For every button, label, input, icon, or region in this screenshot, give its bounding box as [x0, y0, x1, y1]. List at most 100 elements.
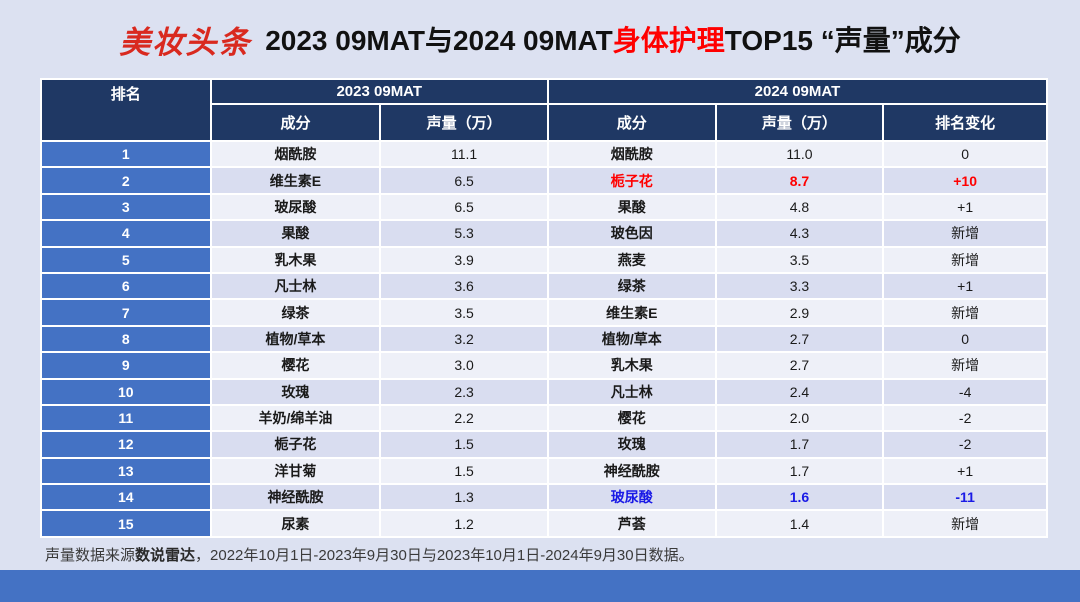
volume-2024-cell: 2.9: [716, 300, 883, 325]
rank-change-cell: +1: [884, 194, 1046, 220]
volume-2024-cell: 2.4: [716, 379, 883, 404]
column-header-volume-2024: 声量（万）: [716, 105, 883, 140]
ingredient-2023-cell: 维生素E: [211, 168, 380, 193]
rank-change-cell: -4: [884, 379, 1046, 404]
rank-change-cell: -11: [884, 485, 1046, 510]
ingredient-2024-cell: 玫瑰: [548, 432, 715, 457]
volume-2023-cell: 3.2: [381, 326, 547, 352]
ingredient-2023-cell: 烟酰胺: [211, 142, 380, 167]
rank-change-cell: 新增: [884, 353, 1046, 378]
ingredient-2024-cell: 樱花: [548, 405, 715, 431]
rank-change-cell: 0: [884, 326, 1046, 352]
rank-cell: 10: [42, 379, 210, 404]
title-segment-red: 身体护理: [612, 25, 725, 56]
rank-change-cell: 新增: [884, 300, 1046, 325]
ingredient-2024-cell: 绿茶: [548, 273, 715, 299]
ingredient-2023-cell: 凡士林: [211, 273, 380, 299]
rank-cell: 13: [42, 458, 210, 484]
ingredient-2023-cell: 尿素: [211, 511, 380, 536]
page-title: 2023 09MAT与2024 09MAT身体护理TOP15 “声量”成分: [265, 19, 961, 59]
volume-2024-cell: 1.7: [716, 458, 883, 484]
ingredient-2024-cell: 植物/草本: [548, 326, 715, 352]
rank-cell: 8: [42, 326, 210, 352]
rank-cell: 3: [42, 194, 210, 220]
group-header-2024: 2024 09MAT: [548, 80, 1046, 103]
volume-2023-cell: 3.9: [381, 247, 547, 272]
ingredient-2024-cell: 维生素E: [548, 300, 715, 325]
volume-2024-cell: 8.7: [716, 168, 883, 193]
title-segment-black-1: 2023 09MAT与2024 09MAT: [265, 25, 613, 56]
ingredient-2024-cell: 乳木果: [548, 353, 715, 378]
footer-source: 数说雷达: [135, 546, 196, 564]
rank-change-cell: +1: [884, 458, 1046, 484]
ingredient-2023-cell: 羊奶/绵羊油: [211, 405, 380, 431]
ingredient-2023-cell: 玻尿酸: [211, 194, 380, 220]
volume-2023-cell: 2.3: [381, 379, 547, 404]
rank-cell: 2: [42, 168, 210, 193]
volume-2024-cell: 2.7: [716, 353, 883, 378]
volume-2024-cell: 2.0: [716, 405, 883, 431]
footer-prefix: 声量数据来源: [45, 546, 136, 564]
rank-cell: 5: [42, 247, 210, 272]
ingredient-2024-cell: 玻色因: [548, 221, 715, 246]
rank-cell: 11: [42, 405, 210, 431]
ingredient-2023-cell: 神经酰胺: [211, 485, 380, 510]
column-header-rank: 排名: [42, 80, 210, 140]
rank-cell: 6: [42, 273, 210, 299]
volume-2023-cell: 2.2: [381, 405, 547, 431]
volume-2024-cell: 1.4: [716, 511, 883, 536]
volume-2024-cell: 4.3: [716, 221, 883, 246]
rank-change-cell: 新增: [884, 247, 1046, 272]
rank-change-cell: -2: [884, 432, 1046, 457]
ingredient-2024-cell: 芦荟: [548, 511, 715, 536]
ingredient-2024-cell: 凡士林: [548, 379, 715, 404]
footer-rest: ，2022年10月1日-2023年9月30日与2023年10月1日-2024年9…: [195, 546, 694, 564]
volume-2023-cell: 1.3: [381, 485, 547, 510]
volume-2024-cell: 11.0: [716, 142, 883, 167]
rank-cell: 1: [42, 142, 210, 167]
volume-2023-cell: 1.5: [381, 458, 547, 484]
volume-2023-cell: 1.2: [381, 511, 547, 536]
volume-2023-cell: 3.5: [381, 300, 547, 325]
rank-change-cell: 0: [884, 142, 1046, 167]
rank-cell: 14: [42, 485, 210, 510]
volume-2023-cell: 1.5: [381, 432, 547, 457]
ingredient-2023-cell: 樱花: [211, 353, 380, 378]
ingredient-2024-cell: 果酸: [548, 194, 715, 220]
volume-2023-cell: 3.0: [381, 353, 547, 378]
title-segment-black-2: TOP15 “声量”成分: [724, 25, 961, 56]
ingredient-2023-cell: 果酸: [211, 221, 380, 246]
rank-cell: 9: [42, 353, 210, 378]
rank-change-cell: -2: [884, 405, 1046, 431]
bottom-bar: [0, 570, 1080, 602]
ingredient-2023-cell: 乳木果: [211, 247, 380, 272]
table-grid: 排名 2023 09MAT 2024 09MAT 成分 声量（万） 成分 声量（…: [40, 78, 1048, 538]
ingredient-2024-cell: 燕麦: [548, 247, 715, 272]
volume-2024-cell: 2.7: [716, 326, 883, 352]
volume-2024-cell: 3.3: [716, 273, 883, 299]
ingredient-2023-cell: 绿茶: [211, 300, 380, 325]
footer-note: 声量数据来源 数说雷达 ，2022年10月1日-2023年9月30日与2023年10…: [45, 540, 694, 568]
column-header-ingredient-2024: 成分: [548, 105, 715, 140]
ingredient-2024-cell: 栀子花: [548, 168, 715, 193]
group-header-2023: 2023 09MAT: [211, 80, 547, 103]
ingredient-2023-cell: 洋甘菊: [211, 458, 380, 484]
volume-2023-cell: 11.1: [381, 142, 547, 167]
ingredient-2024-cell: 烟酰胺: [548, 142, 715, 167]
rank-change-cell: 新增: [884, 511, 1046, 536]
rank-change-cell: +10: [884, 168, 1046, 193]
rank-change-cell: +1: [884, 273, 1046, 299]
rank-cell: 12: [42, 432, 210, 457]
rank-cell: 7: [42, 300, 210, 325]
column-header-volume-2023: 声量（万）: [381, 105, 547, 140]
volume-2023-cell: 3.6: [381, 273, 547, 299]
volume-2024-cell: 4.8: [716, 194, 883, 220]
volume-2024-cell: 3.5: [716, 247, 883, 272]
main-table: 排名 2023 09MAT 2024 09MAT 成分 声量（万） 成分 声量（…: [40, 78, 1048, 538]
ingredient-2024-cell: 玻尿酸: [548, 485, 715, 510]
ingredient-2023-cell: 植物/草本: [211, 326, 380, 352]
title-bar: 美妆头条 2023 09MAT与2024 09MAT身体护理TOP15 “声量”…: [0, 0, 1080, 78]
volume-2024-cell: 1.6: [716, 485, 883, 510]
volume-2023-cell: 6.5: [381, 194, 547, 220]
